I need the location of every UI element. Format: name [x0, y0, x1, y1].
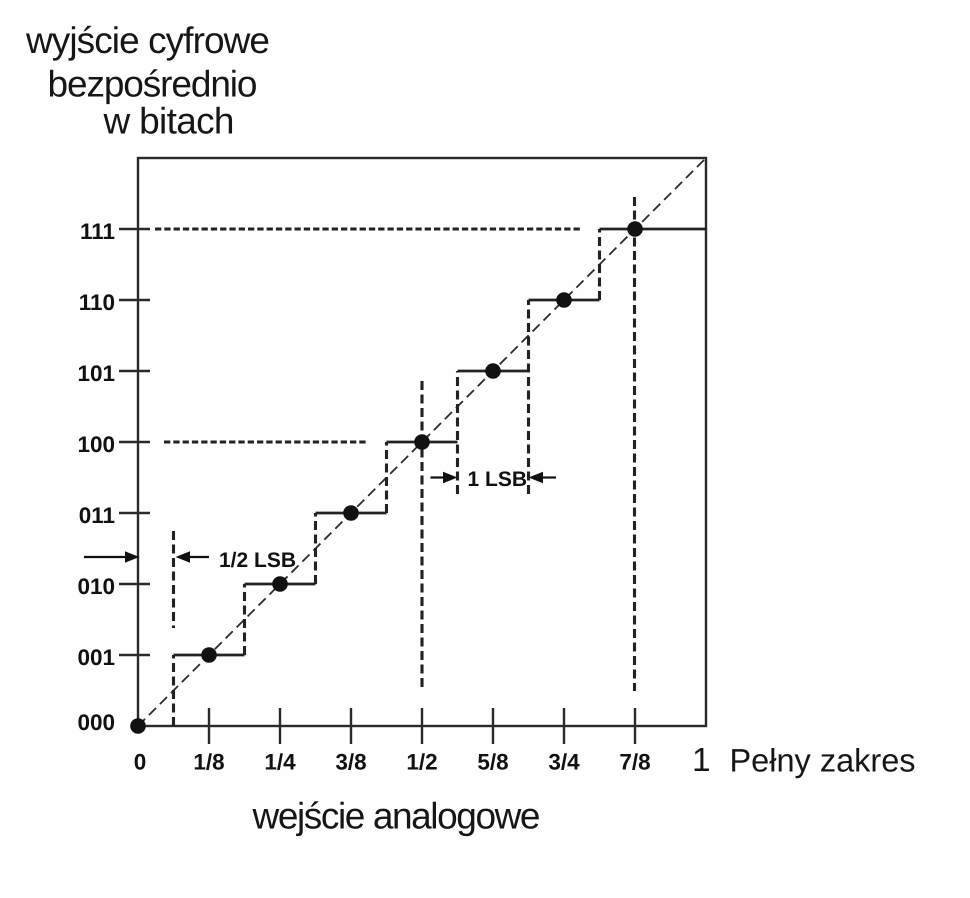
svg-text:011: 011	[79, 503, 115, 528]
svg-text:w bitach: w bitach	[103, 101, 235, 142]
svg-text:1: 1	[692, 742, 711, 779]
svg-text:bezpośrednio: bezpośrednio	[48, 64, 258, 105]
svg-text:1/4: 1/4	[264, 750, 296, 775]
svg-text:010: 010	[77, 574, 115, 599]
svg-text:001: 001	[77, 645, 115, 670]
svg-text:3/8: 3/8	[335, 750, 366, 775]
svg-text:5/8: 5/8	[477, 750, 508, 775]
svg-text:1/8: 1/8	[193, 750, 224, 775]
svg-text:wejście analogowe: wejście analogowe	[252, 796, 541, 837]
svg-text:7/8: 7/8	[619, 750, 650, 775]
svg-text:000: 000	[77, 710, 115, 735]
svg-text:1 LSB: 1 LSB	[468, 468, 528, 491]
svg-text:0: 0	[134, 750, 147, 775]
svg-text:1/2: 1/2	[406, 750, 437, 775]
svg-text:1/2 LSB: 1/2 LSB	[219, 549, 296, 572]
svg-text:3/4: 3/4	[548, 750, 580, 775]
svg-text:110: 110	[79, 290, 115, 315]
svg-text:wyjście cyfrowe: wyjście cyfrowe	[25, 20, 270, 61]
svg-text:Pełny zakres: Pełny zakres	[730, 743, 916, 779]
svg-text:101: 101	[77, 361, 115, 386]
svg-text:111: 111	[80, 219, 115, 244]
svg-text:100: 100	[77, 432, 115, 457]
